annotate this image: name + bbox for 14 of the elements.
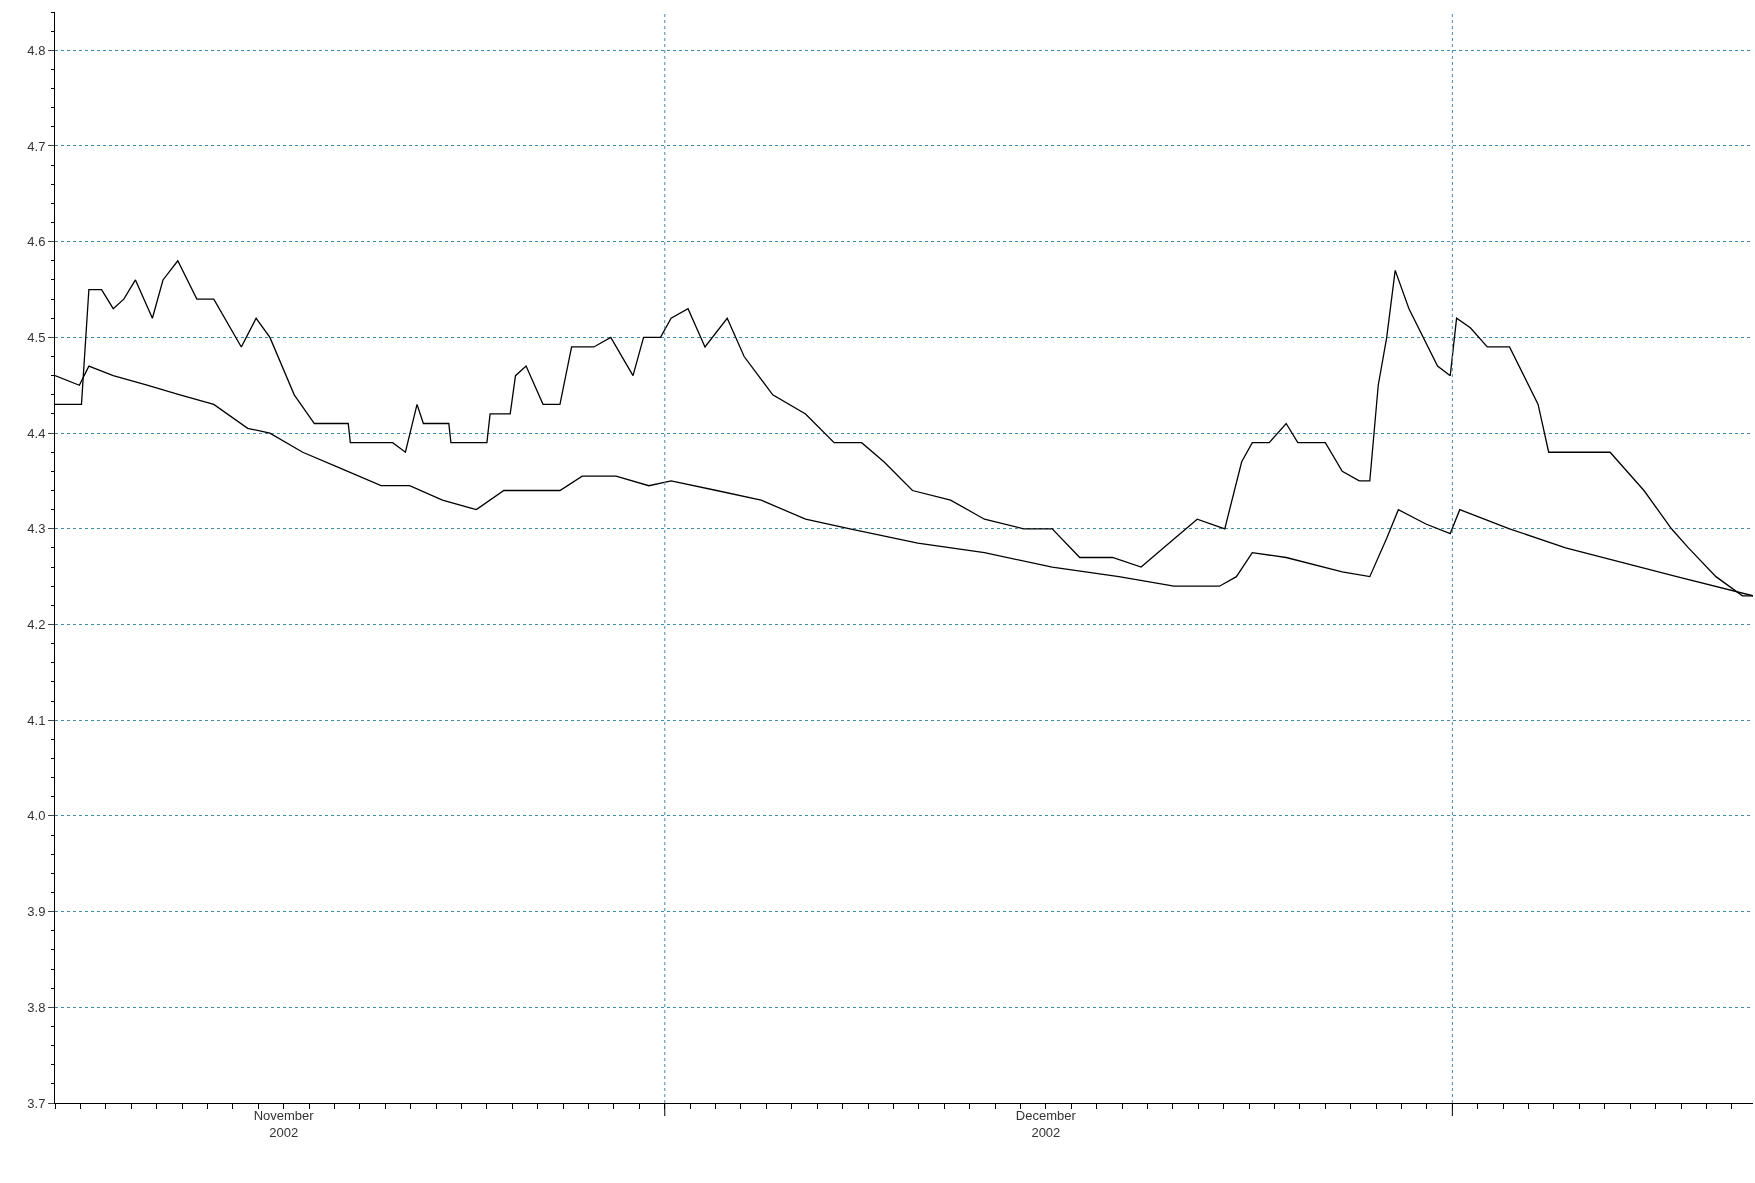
- y-tick-label: 4.3: [27, 521, 46, 537]
- y-tick-label: 3.7: [27, 1095, 46, 1111]
- y-tick-label: 4.1: [27, 712, 46, 728]
- y-tick-label: 4.6: [27, 234, 46, 250]
- y-tick-label: 4.7: [27, 138, 46, 154]
- y-tick-label: 4.5: [27, 329, 46, 345]
- y-tick-label: 4.8: [27, 42, 46, 58]
- y-tick-label: 4.4: [27, 425, 46, 441]
- y-tick-label: 3.8: [27, 999, 46, 1015]
- x-tick-label: December 2002: [1015, 1107, 1077, 1140]
- y-tick-label: 3.9: [27, 904, 46, 920]
- x-tick-label: November 2002: [253, 1107, 315, 1140]
- y-tick-label: 4.2: [27, 617, 46, 633]
- y-tick-label: 4.0: [27, 808, 46, 824]
